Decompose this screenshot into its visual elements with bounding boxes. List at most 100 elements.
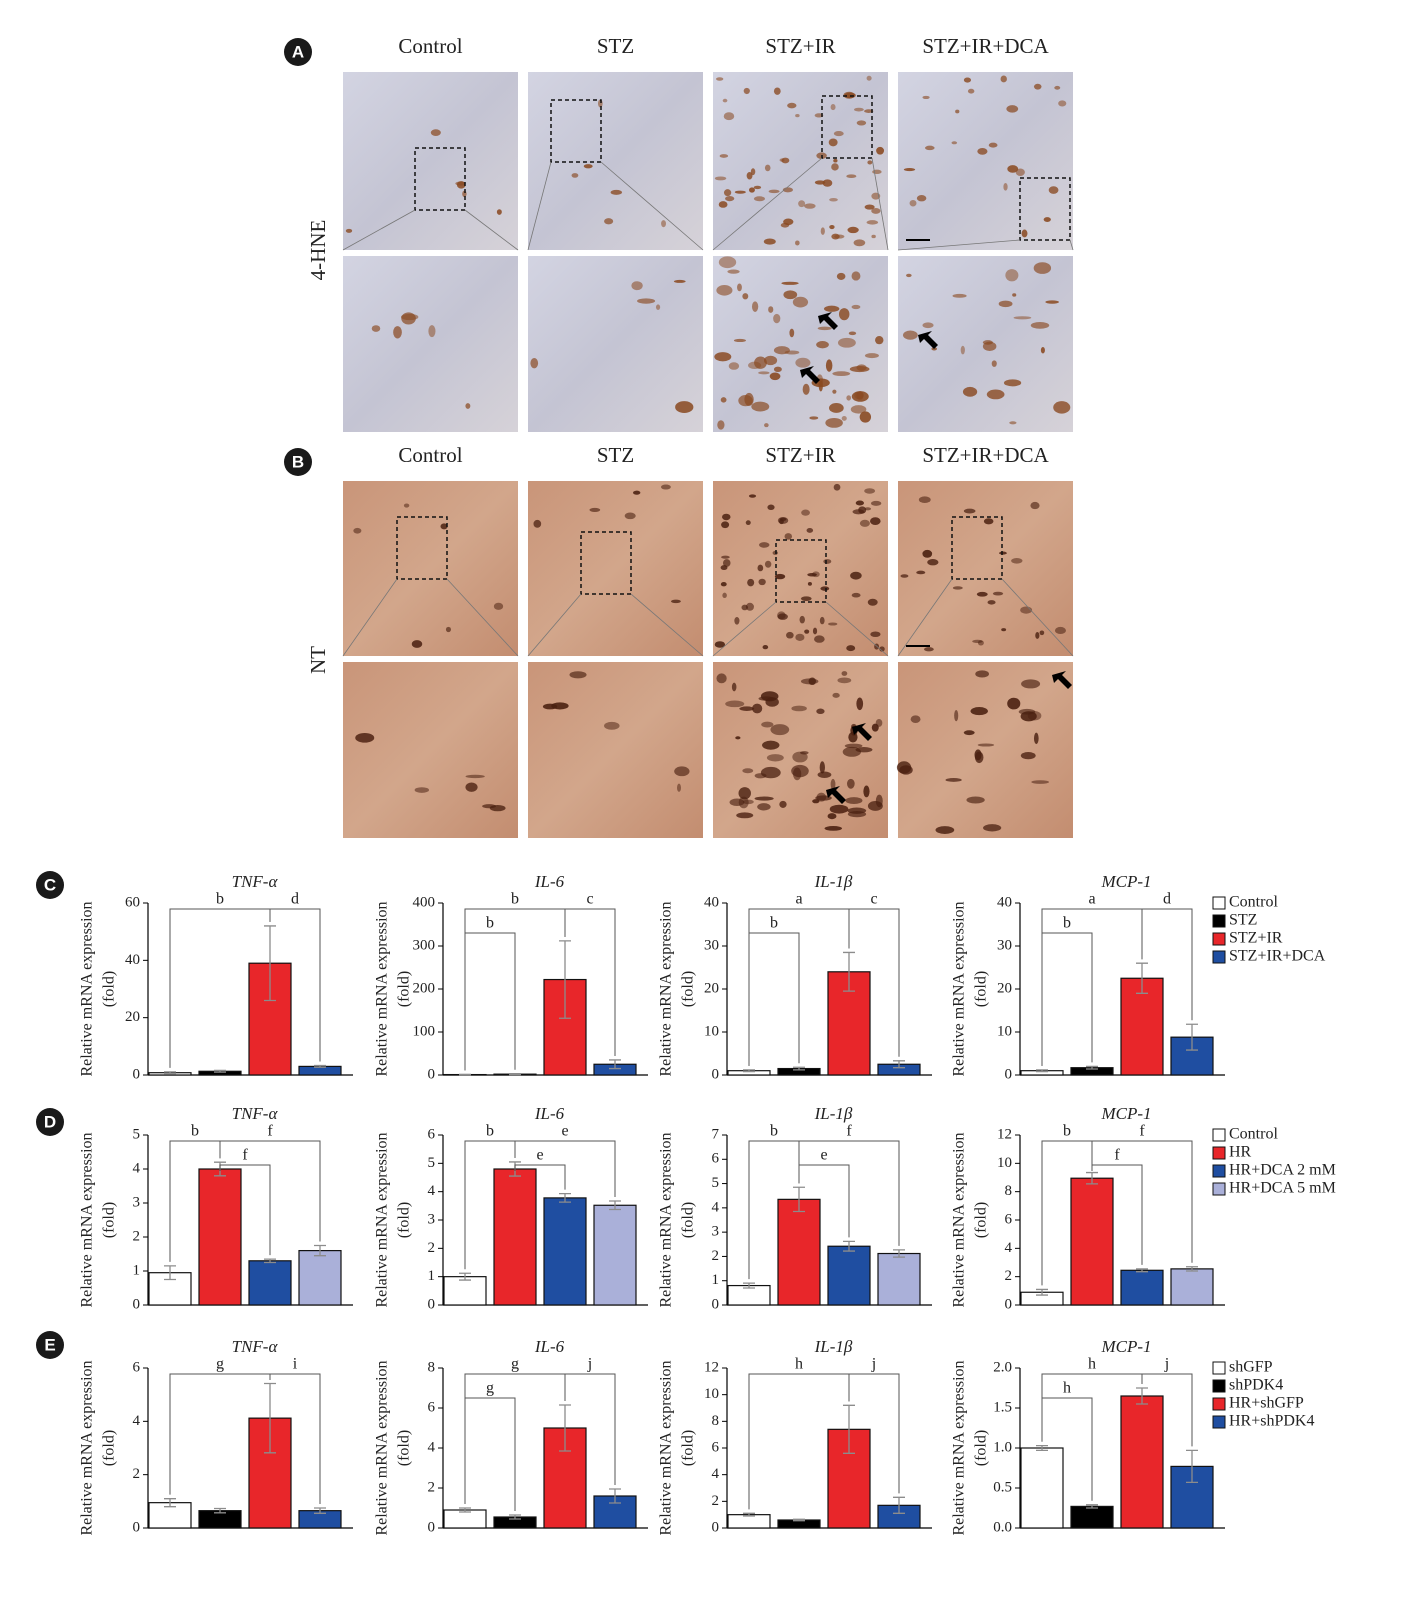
stain-spot bbox=[718, 256, 737, 269]
stain-spot bbox=[774, 573, 786, 580]
stain-spot bbox=[767, 504, 775, 511]
chart-title: IL-6 bbox=[534, 1104, 565, 1123]
stain-spot bbox=[871, 234, 876, 239]
micrograph bbox=[528, 662, 703, 838]
error-bar bbox=[793, 1066, 805, 1071]
stain-spot bbox=[777, 613, 788, 620]
stain-spot bbox=[851, 304, 861, 310]
stain-spot bbox=[791, 705, 807, 712]
stain-spot bbox=[723, 112, 735, 121]
stain-spot bbox=[808, 677, 816, 686]
stain-spot bbox=[456, 181, 466, 189]
y-tick-label: 0 bbox=[1005, 1296, 1013, 1312]
stain-spot bbox=[853, 239, 866, 247]
y-axis-label: (fold) bbox=[973, 1202, 990, 1238]
stain-spot bbox=[604, 218, 614, 225]
stain-spot bbox=[735, 736, 741, 740]
legend-label: STZ+IR bbox=[1229, 930, 1283, 947]
legend-swatch bbox=[1212, 1397, 1226, 1411]
stain-spot bbox=[864, 353, 879, 359]
stain-spot bbox=[411, 640, 423, 648]
stain-spot bbox=[1033, 83, 1042, 90]
y-axis-label: (fold) bbox=[396, 1202, 413, 1238]
stain-spot bbox=[807, 572, 817, 577]
stain-spot bbox=[858, 506, 867, 514]
stain-spot bbox=[987, 600, 996, 605]
stain-spot bbox=[910, 715, 921, 724]
stain-spot bbox=[637, 298, 656, 304]
y-tick-label: 6 bbox=[428, 1399, 436, 1415]
zoom-line bbox=[527, 161, 552, 251]
y-axis-label: Relative mRNA expression bbox=[658, 901, 675, 1076]
error-bar bbox=[214, 1069, 226, 1073]
stain-spot bbox=[916, 195, 927, 202]
stain-spot bbox=[465, 782, 478, 792]
stain-spot bbox=[779, 158, 785, 162]
stain-spot bbox=[428, 325, 436, 338]
stain-spot bbox=[770, 724, 790, 736]
significance-bracket bbox=[798, 1140, 900, 1246]
stain-spot bbox=[809, 416, 819, 420]
error-bar bbox=[1036, 1288, 1048, 1296]
stain-spot bbox=[720, 582, 727, 587]
legend-swatch bbox=[1212, 1361, 1226, 1375]
stain-spot bbox=[784, 350, 800, 355]
y-axis-label: Relative mRNA expression bbox=[374, 1360, 391, 1535]
stain-spot bbox=[717, 420, 725, 430]
stain-spot bbox=[734, 190, 746, 194]
y-tick-label: 3 bbox=[133, 1194, 141, 1210]
stain-spot bbox=[828, 622, 838, 626]
zoom-line bbox=[527, 593, 582, 657]
stain-spot bbox=[974, 749, 982, 761]
arrow bbox=[800, 366, 820, 384]
stain-spot bbox=[1058, 100, 1067, 107]
legend-swatch bbox=[1212, 950, 1226, 964]
stain-spot bbox=[900, 574, 909, 578]
legend-swatch bbox=[1212, 1415, 1226, 1429]
stain-spot bbox=[754, 796, 774, 801]
stain-spot bbox=[655, 304, 661, 310]
y-axis-label: Relative mRNA expression bbox=[79, 1132, 96, 1307]
stain-spot bbox=[856, 391, 864, 400]
y-tick-label: 10 bbox=[997, 1155, 1012, 1171]
stain-spot bbox=[854, 107, 864, 112]
zoom-line bbox=[712, 601, 777, 657]
y-tick-label: 10 bbox=[704, 1023, 719, 1039]
y-axis-label: (fold) bbox=[680, 971, 697, 1007]
significance-bracket bbox=[269, 908, 321, 1062]
y-tick-label: 0 bbox=[133, 1066, 141, 1082]
y-axis-label: Relative mRNA expression bbox=[374, 901, 391, 1076]
micrograph bbox=[343, 662, 518, 838]
panel-badge bbox=[36, 1331, 64, 1359]
error-bar bbox=[893, 1496, 905, 1514]
stain-spot bbox=[795, 114, 800, 118]
bar bbox=[1120, 1395, 1164, 1529]
stain-spot bbox=[842, 746, 862, 757]
stain-spot bbox=[675, 401, 694, 413]
y-tick-label: 2.0 bbox=[993, 1359, 1012, 1375]
zoom-line bbox=[1001, 578, 1074, 657]
stain-spot bbox=[902, 330, 918, 340]
stain-spot bbox=[832, 371, 851, 377]
stain-spot bbox=[922, 549, 933, 558]
stain-spot bbox=[945, 778, 962, 782]
stain-spot bbox=[674, 766, 690, 777]
stain-spot bbox=[864, 204, 875, 210]
stain-spot bbox=[963, 77, 972, 83]
stain-spot bbox=[846, 645, 856, 652]
bar bbox=[1120, 1269, 1164, 1306]
stain-spot bbox=[714, 352, 732, 362]
significance-label: j bbox=[587, 1356, 592, 1373]
stain-spot bbox=[746, 172, 753, 180]
stain-spot bbox=[725, 700, 745, 708]
stain-spot bbox=[816, 374, 824, 387]
stain-spot bbox=[866, 75, 872, 81]
stain-spot bbox=[798, 200, 806, 208]
stain-spot bbox=[983, 824, 1002, 832]
stain-spot bbox=[714, 641, 726, 648]
y-tick-label: 0 bbox=[428, 1066, 436, 1082]
stain-spot bbox=[744, 392, 754, 406]
micrograph bbox=[343, 481, 518, 656]
stain-spot bbox=[975, 670, 990, 678]
